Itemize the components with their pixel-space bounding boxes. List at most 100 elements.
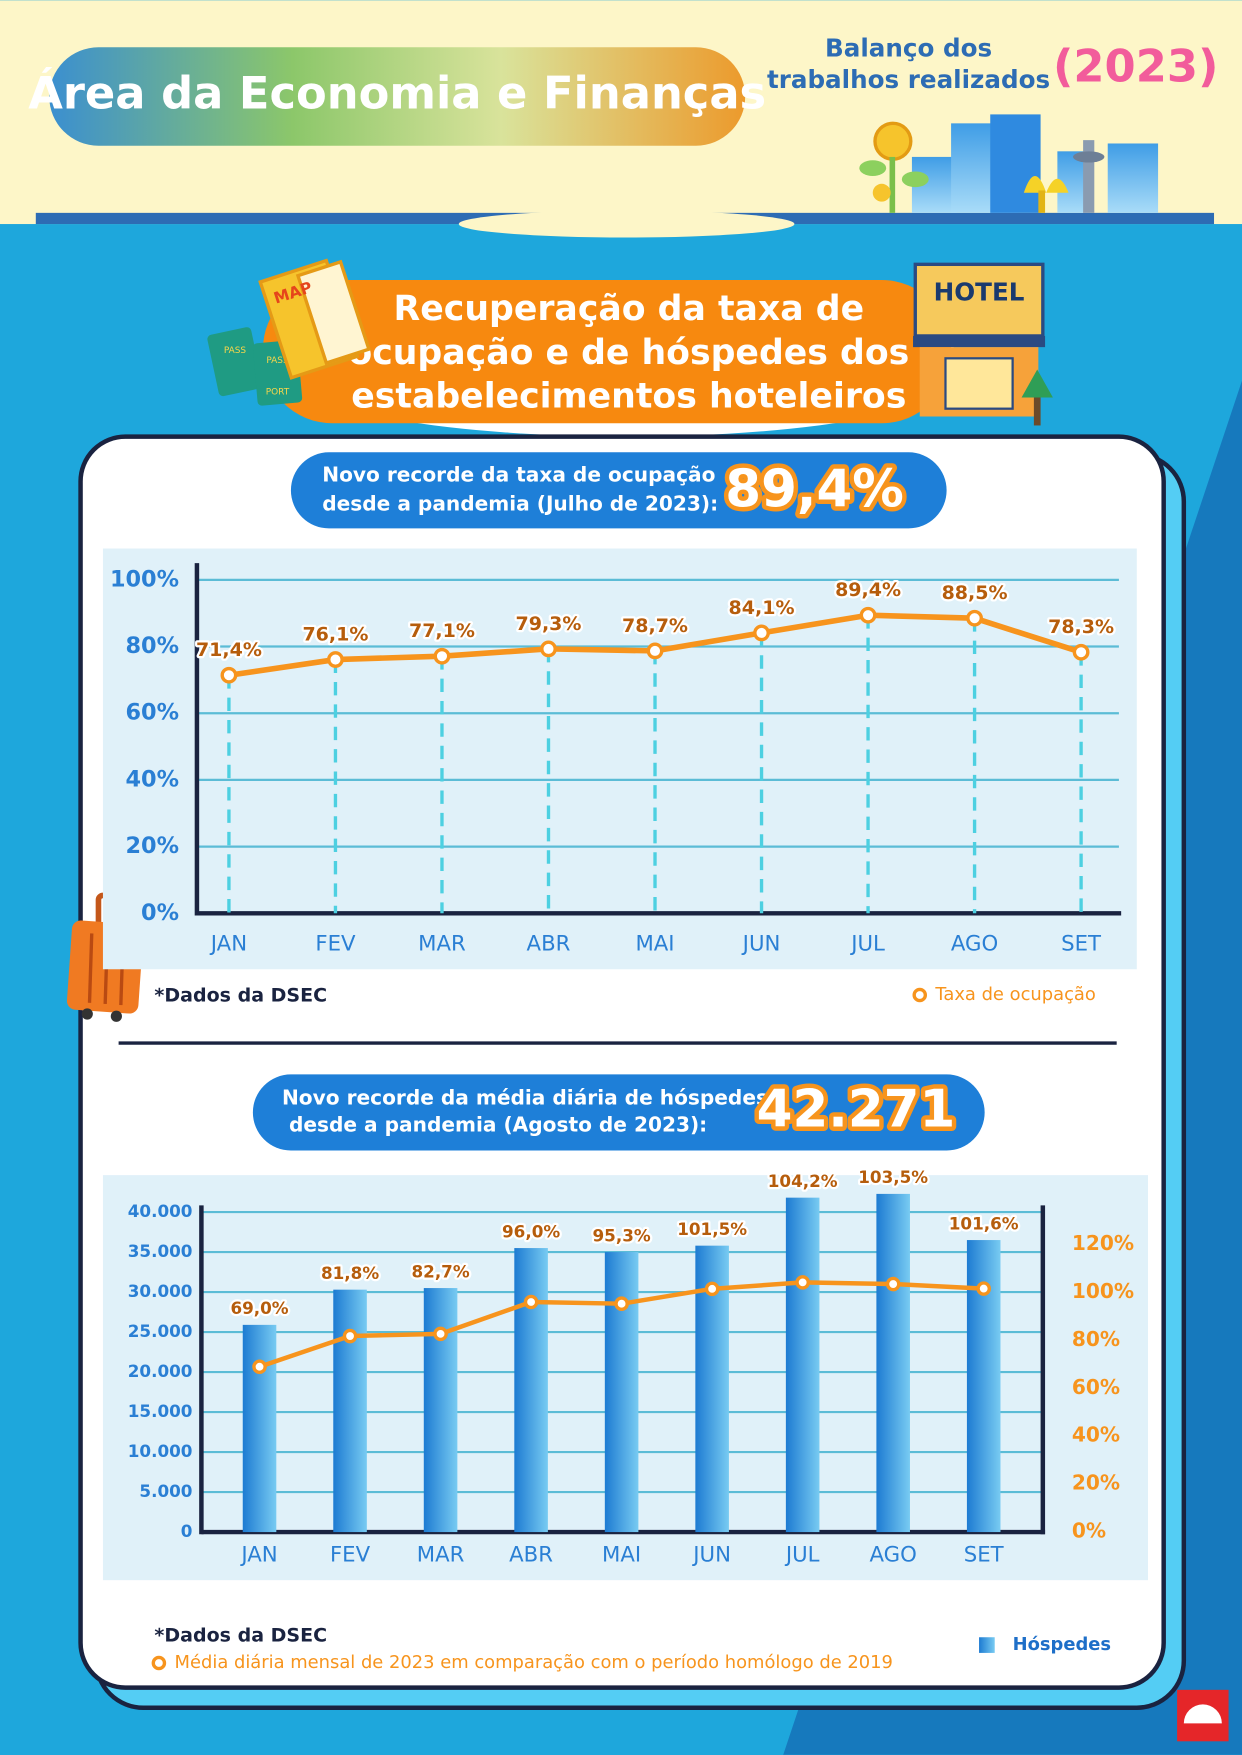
x-tick-label: SET [1061, 932, 1102, 957]
point [433, 1326, 448, 1342]
bar [514, 1248, 548, 1533]
point [220, 666, 238, 684]
y2-tick-label: 0% [1072, 1519, 1106, 1543]
headline-text: desde a pandemia (Julho de 2023): [322, 491, 718, 515]
point [327, 651, 344, 668]
x-tick-label: JAN [239, 1543, 277, 1568]
point [433, 647, 451, 665]
value-label: 88,5% [942, 582, 1008, 604]
value-label: 103,5% [858, 1167, 928, 1187]
section-title: estabelecimentos hoteleiros [351, 376, 906, 416]
section-pill [262, 279, 952, 424]
value-label: 79,3% [516, 613, 582, 635]
y-tick-label: 0 [181, 1521, 193, 1541]
point [252, 1359, 267, 1374]
y-tick-label: 80% [125, 633, 179, 659]
legend-label: Média diária mensal de 2023 em comparaçã… [175, 1652, 893, 1673]
hotel-illustration: HOTEL [913, 262, 1053, 426]
point [523, 1294, 539, 1310]
y-tick-label: 40% [125, 766, 179, 792]
x-tick-label: AGO [951, 932, 998, 957]
source-note: *Dados da DSEC [154, 1625, 327, 1647]
value-label: 89,4% [835, 579, 901, 601]
header-notch [458, 210, 795, 238]
travel-illustration: PASS PASS PORT MAP [207, 258, 372, 406]
point [704, 1281, 720, 1297]
x-tick-label: MAI [602, 1543, 641, 1568]
y-tick-label: 35.000 [128, 1241, 193, 1261]
bar [785, 1197, 820, 1533]
headline-text: Novo recorde da taxa de ocupação [322, 462, 715, 486]
point [753, 624, 770, 642]
legend-swatch [151, 1655, 167, 1671]
point [885, 1276, 901, 1292]
y2-tick-label: 20% [1072, 1471, 1120, 1495]
headline-figure: 42.271 [757, 1079, 956, 1139]
x-tick-label: JUL [784, 1543, 820, 1568]
bar [242, 1324, 277, 1533]
value-label: 101,6% [949, 1213, 1019, 1233]
year: (2023) [1053, 40, 1218, 93]
title-pill [49, 47, 746, 146]
value-label: 96,0% [502, 1221, 560, 1241]
chart-bg [102, 548, 1137, 970]
bar [423, 1288, 458, 1533]
x-tick-label: MAR [418, 932, 466, 957]
value-label: 69,0% [230, 1298, 288, 1318]
y-tick-label: 30.000 [128, 1281, 193, 1301]
page-title: Área da Economia e Finanças [28, 66, 766, 119]
point [795, 1275, 810, 1290]
x-tick-label: JUN [691, 1543, 731, 1568]
y2-tick-label: 40% [1072, 1423, 1120, 1447]
bar [876, 1193, 910, 1533]
section-title: ocupação e de hóspedes dos [348, 333, 909, 373]
headline-pill [290, 452, 947, 529]
hotel-sign: HOTEL [934, 277, 1025, 306]
y2-tick-label: 80% [1072, 1327, 1120, 1351]
y2-tick-label: 100% [1072, 1279, 1134, 1303]
value-label: 71,4% [196, 639, 262, 661]
point [614, 1296, 629, 1311]
x-tick-label: ABR [527, 932, 571, 957]
bar [333, 1289, 367, 1533]
x-tick-label: FEV [315, 932, 356, 957]
point [966, 609, 983, 627]
legend-label: Taxa de ocupação [934, 984, 1095, 1005]
x-tick-label: JUN [741, 932, 781, 957]
value-label: 84,1% [729, 597, 795, 619]
value-label: 77,1% [409, 620, 475, 642]
value-label: 95,3% [593, 1225, 651, 1245]
x-tick-label: ABR [509, 1543, 553, 1568]
value-label: 82,7% [411, 1261, 469, 1281]
legend-swatch [912, 987, 928, 1003]
subtitle: trabalhos realizados [767, 65, 1050, 94]
value-label: 104,2% [768, 1171, 838, 1191]
y-tick-label: 60% [125, 700, 179, 726]
point [976, 1281, 991, 1296]
headline-text: Novo recorde da média diária de hóspedes [282, 1086, 768, 1110]
y-tick-label: 20% [125, 833, 179, 859]
value-label: 76,1% [302, 623, 368, 645]
headline-text: desde a pandemia (Agosto de 2023): [282, 1112, 707, 1136]
y-tick-label: 15.000 [128, 1401, 193, 1421]
value-label: 101,5% [677, 1219, 747, 1239]
y2-tick-label: 60% [1072, 1375, 1120, 1399]
passport-text: PASS [224, 346, 247, 356]
bar [604, 1252, 639, 1533]
subtitle: Balanço dos [825, 34, 992, 63]
logo [1177, 1689, 1229, 1742]
value-label: 78,7% [622, 615, 688, 637]
point [859, 606, 877, 624]
y-tick-label: 0% [141, 900, 179, 926]
headline-figure: 89,4% [725, 460, 904, 520]
point [1072, 643, 1090, 661]
legend-swatch [979, 1637, 995, 1653]
headline-pill [252, 1074, 985, 1151]
passport-text: PORT [266, 387, 290, 397]
city-illustration [859, 114, 1159, 213]
source-note: *Dados da DSEC [154, 985, 327, 1007]
x-tick-label: MAI [635, 932, 674, 957]
point [646, 642, 664, 660]
